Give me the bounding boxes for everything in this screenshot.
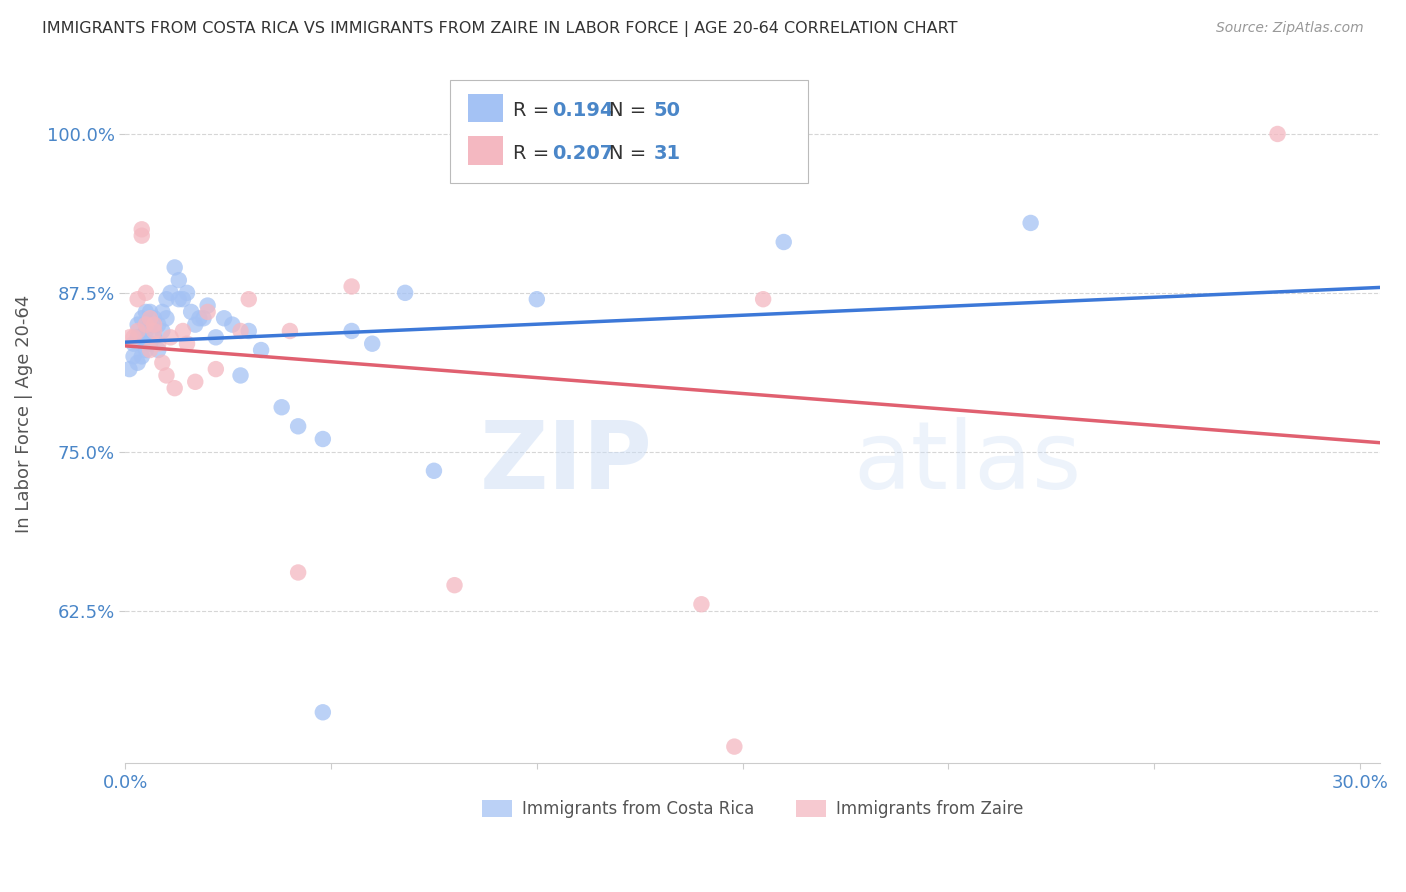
Point: [163, 381, 186, 395]
Point: [176, 336, 198, 351]
Point: [139, 305, 162, 319]
Point: [197, 305, 219, 319]
Point: [772, 235, 794, 249]
Point: [167, 292, 190, 306]
Point: [135, 305, 157, 319]
Point: [159, 330, 181, 344]
Point: [135, 318, 157, 332]
Point: [143, 330, 166, 344]
Point: [312, 706, 335, 720]
Point: [139, 311, 162, 326]
Point: [176, 285, 198, 300]
Point: [229, 324, 252, 338]
Point: [212, 311, 235, 326]
Point: [127, 330, 149, 344]
Point: [172, 324, 194, 338]
Point: [122, 336, 145, 351]
Point: [193, 311, 215, 326]
Point: [205, 330, 228, 344]
Point: [184, 375, 207, 389]
Point: [139, 336, 162, 351]
Point: [180, 305, 202, 319]
Point: [131, 330, 153, 344]
Point: [340, 324, 363, 338]
Point: [238, 292, 260, 306]
Point: [148, 336, 170, 351]
Y-axis label: In Labor Force | Age 20-64: In Labor Force | Age 20-64: [15, 294, 32, 533]
Point: [361, 336, 384, 351]
Point: [238, 324, 260, 338]
Point: [723, 739, 745, 754]
Point: [1019, 216, 1042, 230]
Point: [150, 356, 173, 370]
Point: [122, 330, 145, 344]
Text: ZIP: ZIP: [479, 417, 652, 508]
Point: [131, 222, 153, 236]
Point: [135, 324, 157, 338]
Text: IMMIGRANTS FROM COSTA RICA VS IMMIGRANTS FROM ZAIRE IN LABOR FORCE | AGE 20-64 C: IMMIGRANTS FROM COSTA RICA VS IMMIGRANTS…: [42, 21, 957, 37]
Point: [131, 228, 153, 243]
Point: [127, 356, 149, 370]
Text: 0.194: 0.194: [553, 101, 614, 120]
Point: [287, 419, 309, 434]
Point: [205, 362, 228, 376]
Point: [163, 260, 186, 275]
Point: [155, 311, 177, 326]
Point: [135, 343, 157, 357]
Point: [118, 362, 141, 376]
Point: [250, 343, 273, 357]
Point: [1267, 127, 1289, 141]
Point: [312, 432, 335, 446]
Point: [752, 292, 775, 306]
Point: [287, 566, 309, 580]
Text: Source: ZipAtlas.com: Source: ZipAtlas.com: [1216, 21, 1364, 35]
Point: [690, 597, 713, 611]
Point: [159, 285, 181, 300]
Point: [155, 368, 177, 383]
Point: [188, 311, 211, 326]
Point: [443, 578, 465, 592]
Point: [221, 318, 243, 332]
Point: [127, 324, 149, 338]
Point: [340, 279, 363, 293]
Point: [139, 318, 162, 332]
Point: [131, 350, 153, 364]
Point: [143, 324, 166, 338]
Point: [526, 292, 548, 306]
Point: [270, 401, 292, 415]
Point: [139, 343, 162, 357]
Point: [127, 318, 149, 332]
Point: [150, 305, 173, 319]
Point: [155, 292, 177, 306]
Text: R =: R =: [513, 101, 555, 120]
Text: N =: N =: [609, 101, 652, 120]
Point: [184, 318, 207, 332]
Point: [394, 285, 416, 300]
Point: [143, 318, 166, 332]
Point: [172, 292, 194, 306]
Point: [135, 285, 157, 300]
Text: 0.207: 0.207: [553, 144, 614, 162]
Point: [127, 292, 149, 306]
Text: 50: 50: [654, 101, 681, 120]
Point: [122, 350, 145, 364]
Text: atlas: atlas: [853, 417, 1081, 508]
Text: R =: R =: [513, 144, 555, 162]
Point: [131, 311, 153, 326]
Point: [423, 464, 446, 478]
Point: [229, 368, 252, 383]
Point: [118, 330, 141, 344]
Point: [150, 324, 173, 338]
Point: [148, 343, 170, 357]
Text: 31: 31: [654, 144, 681, 162]
Point: [167, 273, 190, 287]
Point: [278, 324, 301, 338]
Legend: Immigrants from Costa Rica, Immigrants from Zaire: Immigrants from Costa Rica, Immigrants f…: [475, 793, 1031, 825]
Point: [148, 318, 170, 332]
Point: [143, 311, 166, 326]
Text: N =: N =: [609, 144, 652, 162]
Point: [197, 299, 219, 313]
